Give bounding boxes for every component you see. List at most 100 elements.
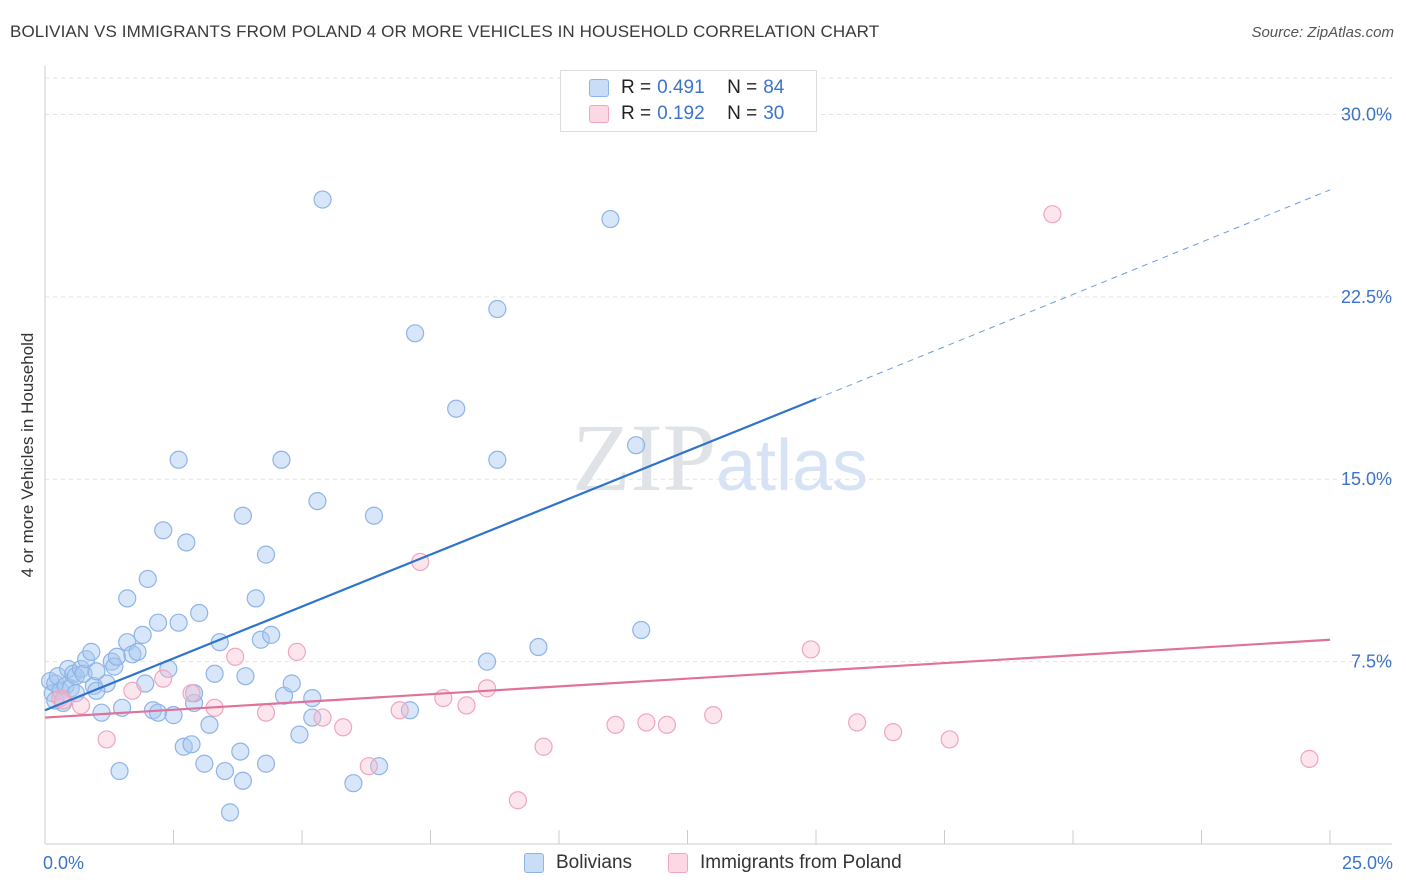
bolivians-point bbox=[364, 506, 384, 525]
poland-point bbox=[477, 679, 497, 698]
bolivians-point bbox=[601, 209, 620, 229]
poland-trend-line bbox=[44, 638, 1331, 719]
bolivians-point bbox=[262, 625, 281, 644]
poland-point bbox=[1300, 749, 1319, 768]
bolivians-point bbox=[632, 620, 651, 640]
bolivians-point bbox=[220, 803, 240, 822]
poland-point bbox=[182, 684, 201, 703]
bolivians-point bbox=[477, 652, 497, 671]
bolivians-point bbox=[110, 761, 129, 781]
bolivians-point bbox=[107, 647, 127, 666]
bolivians-point bbox=[128, 642, 147, 661]
bolivians-point bbox=[626, 436, 646, 455]
bolivians-point bbox=[71, 659, 91, 679]
bolivians-point bbox=[251, 630, 270, 649]
poland-point bbox=[1043, 205, 1062, 224]
legend-item-poland[interactable]: Immigrants from Poland bbox=[668, 852, 902, 874]
bolivians-point bbox=[303, 708, 322, 727]
bolivians-point bbox=[282, 674, 301, 693]
legend-label-poland: Immigrants from Poland bbox=[700, 852, 902, 873]
legend-label-bolivians: Bolivians bbox=[556, 852, 633, 873]
bolivians-point bbox=[154, 521, 173, 540]
legend-swatch-poland bbox=[668, 853, 688, 873]
bolivians-point bbox=[215, 761, 234, 781]
bolivians-point bbox=[182, 735, 201, 754]
tick-labels: 7.5% 15.0% 22.5% 30.0% 0.0% 25.0% bbox=[43, 104, 1393, 873]
poland-point bbox=[534, 737, 553, 756]
poland-point bbox=[704, 706, 723, 725]
bolivians-point bbox=[370, 757, 389, 776]
y-tick-label: 22.5% bbox=[1341, 287, 1392, 307]
bolivians-point bbox=[205, 664, 224, 683]
poland-point bbox=[508, 791, 527, 810]
poland-point bbox=[848, 713, 867, 732]
bolivians-point bbox=[272, 450, 291, 469]
bolivians-point bbox=[169, 450, 188, 469]
poland-point bbox=[606, 715, 625, 734]
bolivians-point bbox=[256, 545, 276, 564]
poland-point bbox=[359, 757, 378, 776]
bolivians-point bbox=[308, 492, 327, 511]
bolivians-point bbox=[133, 625, 152, 644]
bolivians-point bbox=[48, 667, 67, 686]
bolivians-point bbox=[231, 742, 250, 761]
legend-swatch-poland bbox=[589, 105, 609, 123]
bolivians-point bbox=[177, 533, 196, 552]
legend-item-bolivians[interactable]: Bolivians bbox=[524, 852, 632, 874]
poland-point bbox=[940, 730, 959, 749]
y-tick-label: 15.0% bbox=[1341, 469, 1392, 489]
bolivians-point bbox=[87, 681, 106, 700]
legend-n-label: N = bbox=[727, 103, 758, 124]
bolivians-point bbox=[195, 754, 214, 773]
bolivians-point bbox=[169, 613, 188, 632]
y-tick-label: 30.0% bbox=[1341, 104, 1392, 124]
poland-point bbox=[457, 696, 476, 715]
poland-point bbox=[657, 715, 677, 734]
bolivians-point bbox=[246, 589, 265, 608]
poland-point bbox=[226, 647, 245, 666]
bolivians-trend-line bbox=[44, 397, 817, 712]
bolivians-point bbox=[344, 774, 363, 793]
bolivians-point bbox=[200, 715, 219, 734]
bolivians-point bbox=[313, 190, 332, 209]
poland-point bbox=[637, 713, 656, 732]
bolivians-point bbox=[118, 589, 137, 608]
legend-n-label: N = bbox=[727, 77, 758, 98]
bolivians-point bbox=[400, 701, 420, 720]
poland-point bbox=[154, 669, 173, 688]
bolivians-point bbox=[303, 688, 322, 708]
bolivians-point bbox=[256, 754, 276, 773]
poland-point bbox=[390, 701, 409, 720]
bolivians-point bbox=[290, 725, 309, 744]
bolivians-point bbox=[190, 603, 209, 623]
bolivians-point bbox=[138, 569, 157, 589]
bolivians-point bbox=[82, 642, 101, 661]
x-tick-label: 0.0% bbox=[43, 853, 84, 873]
bolivians-point bbox=[488, 450, 507, 469]
bolivians-point bbox=[529, 637, 548, 657]
poland-point bbox=[313, 708, 332, 727]
legend-n-value: 84 bbox=[763, 77, 785, 98]
axes bbox=[44, 66, 1392, 845]
bolivians-points bbox=[41, 190, 651, 822]
poland-point bbox=[123, 681, 142, 700]
bolivians-point bbox=[87, 662, 106, 681]
bolivians-point bbox=[233, 506, 252, 525]
watermark-zip: ZIP bbox=[572, 404, 716, 511]
poland-point bbox=[256, 703, 276, 722]
grid-lines bbox=[45, 77, 1392, 663]
poland-point bbox=[71, 696, 91, 715]
legend-n-value: 30 bbox=[763, 103, 785, 124]
legend-r-label: R = bbox=[621, 103, 652, 124]
x-tick-label: 25.0% bbox=[1342, 853, 1393, 873]
series-legend: Bolivians Immigrants from Poland bbox=[0, 852, 1406, 878]
bolivians-point bbox=[233, 771, 252, 790]
bolivians-point bbox=[102, 652, 121, 671]
poland-point bbox=[287, 642, 306, 661]
bolivians-point bbox=[447, 399, 466, 418]
poland-point bbox=[883, 723, 903, 742]
bolivians-point bbox=[405, 324, 425, 343]
legend-swatch-bolivians bbox=[524, 853, 544, 873]
poland-point bbox=[334, 718, 353, 737]
